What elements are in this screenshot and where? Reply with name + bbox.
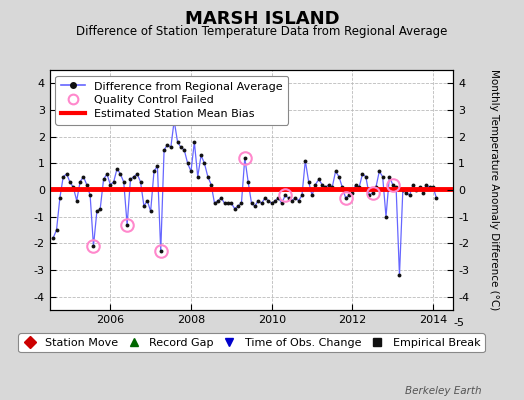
Legend: Station Move, Record Gap, Time of Obs. Change, Empirical Break: Station Move, Record Gap, Time of Obs. C… <box>18 334 485 352</box>
Text: Berkeley Earth: Berkeley Earth <box>406 386 482 396</box>
Text: Difference of Station Temperature Data from Regional Average: Difference of Station Temperature Data f… <box>77 25 447 38</box>
Legend: Difference from Regional Average, Quality Control Failed, Estimated Station Mean: Difference from Regional Average, Qualit… <box>56 76 288 124</box>
Text: -5: -5 <box>453 318 464 328</box>
Text: MARSH ISLAND: MARSH ISLAND <box>184 10 340 28</box>
Y-axis label: Monthly Temperature Anomaly Difference (°C): Monthly Temperature Anomaly Difference (… <box>489 69 499 311</box>
